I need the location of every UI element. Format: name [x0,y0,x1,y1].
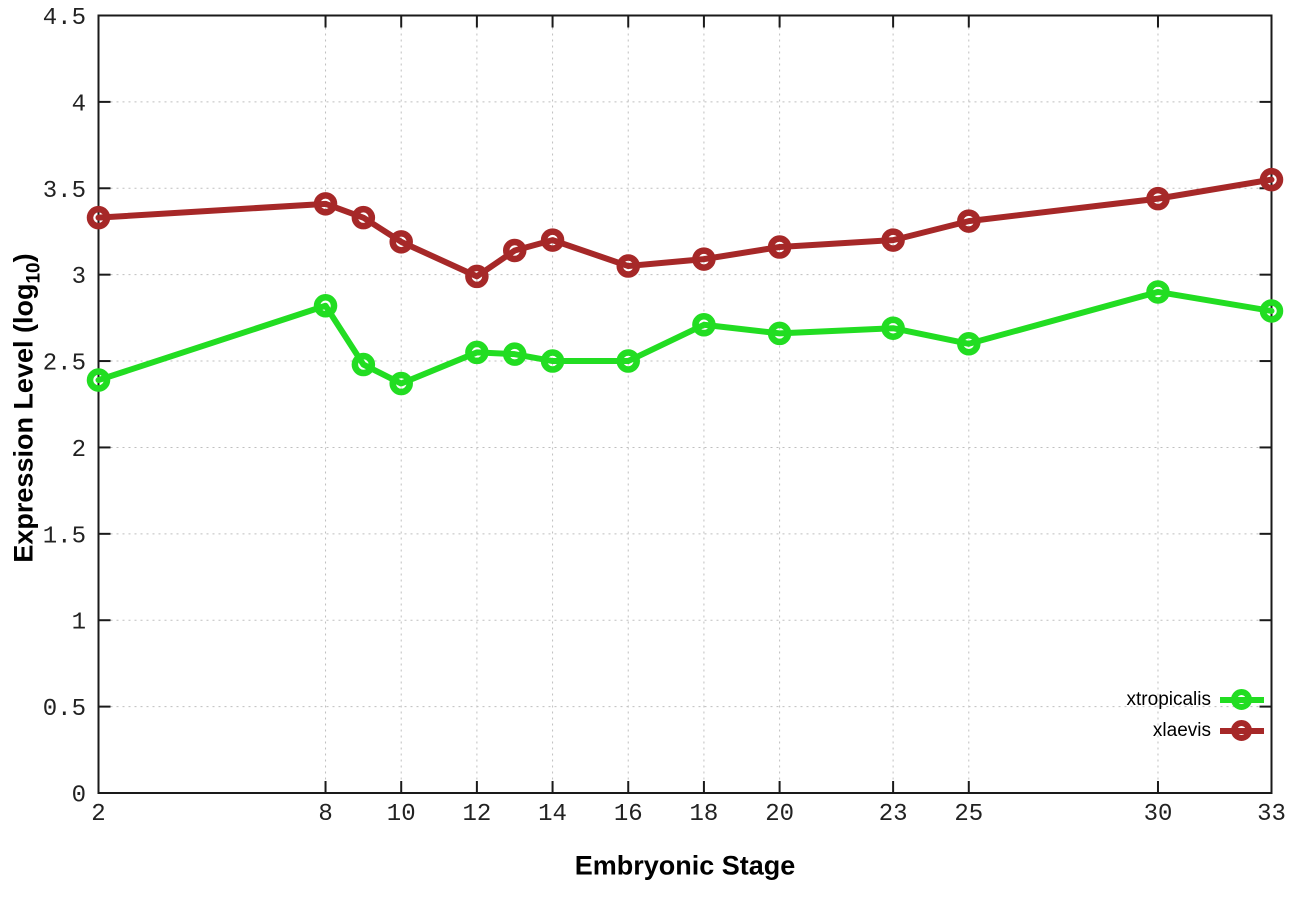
data-point-xlaevis [389,230,413,254]
data-point-xtropicalis [313,294,338,318]
data-point-xtropicalis [351,352,376,377]
y-tick-label: 3.5 [43,178,86,205]
data-point-xtropicalis [957,332,981,356]
y-axis-title-sub: 10 [23,262,45,284]
x-tick-label: 2 [91,801,105,828]
y-tick-label: 4.5 [43,5,86,32]
plot-border [97,14,1273,794]
data-point-xlaevis [881,228,905,252]
data-point-xtropicalis [1146,280,1170,304]
data-point-xlaevis [1146,186,1170,211]
y-tick-label: 0 [72,783,86,810]
data-point-xlaevis [1259,167,1284,192]
y-axis-title-main: Expression Level (log [8,283,39,563]
data-point-xlaevis [767,235,792,259]
data-point-xtropicalis [86,368,111,392]
x-tick-label: 14 [538,801,567,828]
x-tick-label: 10 [387,801,416,828]
y-tick-label: 2 [72,437,86,464]
y-tick-label: 3 [72,264,86,291]
data-point-xtropicalis [616,349,640,373]
y-axis-title-close: ) [8,253,39,263]
data-point-xtropicalis [465,340,489,365]
x-tick-label: 20 [765,801,794,828]
x-tick-label: 18 [690,801,719,828]
data-point-xtropicalis [540,349,565,373]
data-point-xlaevis [502,238,527,263]
x-tick-label: 12 [462,801,491,828]
x-tick-label: 23 [879,801,908,828]
x-tick-label: 16 [614,801,643,828]
legend: xtropicalis xlaevis [1127,684,1264,746]
y-tick-label: 0.5 [43,696,86,723]
legend-label-xtropicalis: xtropicalis [1126,688,1211,710]
data-point-xtropicalis [881,316,905,340]
x-tick-label: 30 [1144,801,1173,828]
x-tick-label: 33 [1257,801,1286,828]
data-point-xtropicalis [767,321,792,346]
legend-circle-icon [1231,688,1252,710]
legend-row-xlaevis: xlaevis [1127,715,1264,746]
data-point-xlaevis [616,254,640,278]
legend-marker-xtropicalis [1220,688,1264,711]
data-point-xlaevis [351,205,376,230]
data-point-xlaevis [957,209,981,233]
x-tick-label: 25 [954,801,983,828]
legend-label-xlaevis: xlaevis [1152,719,1211,741]
data-point-xlaevis [465,264,489,289]
series-line-xtropicalis [95,288,1275,387]
legend-circle-icon [1231,719,1252,741]
data-point-xlaevis [692,247,716,271]
data-point-xtropicalis [502,342,527,366]
data-point-xlaevis [313,192,338,216]
data-point-xtropicalis [692,313,716,337]
y-tick-label: 4 [72,91,86,118]
legend-marker-xlaevis [1220,719,1264,742]
x-tick-label: 8 [318,801,332,828]
y-tick-label: 1.5 [43,523,86,550]
legend-row-xtropicalis: xtropicalis [1127,684,1264,715]
data-point-xtropicalis [1259,299,1284,323]
y-axis-title: Expression Level (log10) [9,253,46,562]
x-axis-title: Embryonic Stage [574,850,796,881]
data-point-xlaevis [540,228,565,252]
y-tick-label: 1 [72,610,86,637]
series-line-xlaevis [95,176,1275,280]
data-point-xtropicalis [389,371,413,396]
y-tick-label: 2.5 [43,351,86,378]
data-point-xlaevis [86,205,111,230]
